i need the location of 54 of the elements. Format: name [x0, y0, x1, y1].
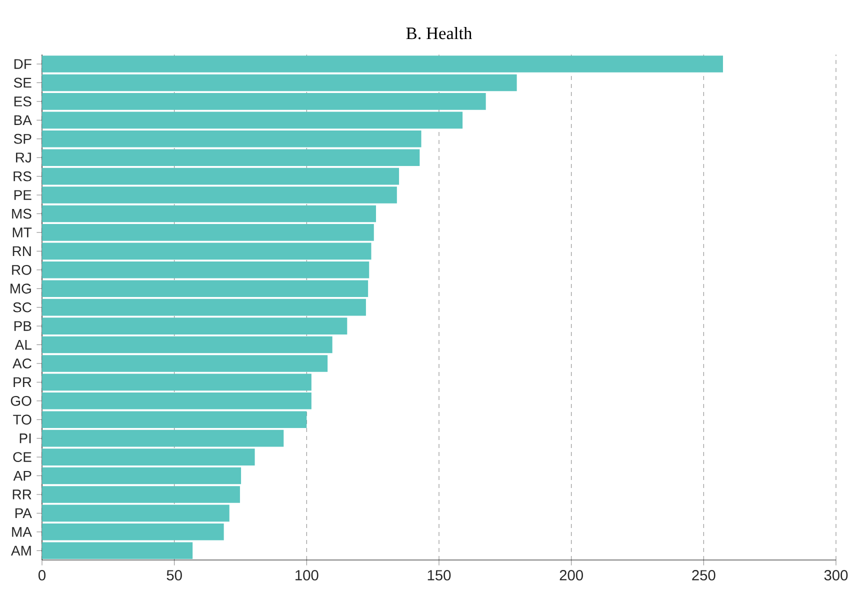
y-tick-label: PB — [14, 321, 32, 331]
y-tick-label: RJ — [16, 152, 31, 162]
y-tick-label: SC — [13, 302, 32, 312]
bar — [42, 205, 376, 222]
y-tick-label: MT — [12, 228, 32, 238]
y-tick-label: SP — [14, 134, 32, 144]
x-tick-label: 100 — [296, 570, 318, 580]
x-tick-label: 200 — [560, 570, 583, 580]
bar — [42, 318, 348, 334]
y-tick-label: ES — [14, 96, 32, 106]
y-tick-label: CE — [13, 452, 32, 462]
bar — [42, 242, 372, 260]
bar — [42, 448, 255, 466]
y-tick-label: MS — [12, 208, 32, 219]
bar — [42, 74, 517, 92]
y-tick-label: PR — [14, 377, 32, 387]
y-tick-label: TO — [13, 414, 32, 425]
y-tick-label: BA — [14, 115, 32, 125]
bar — [42, 93, 486, 110]
bar — [42, 504, 230, 522]
bar — [42, 355, 328, 372]
y-tick-label: MG — [10, 284, 31, 294]
y-tick-label: GO — [10, 396, 32, 406]
bar — [42, 467, 242, 484]
bar — [42, 186, 397, 204]
x-tick-label: 300 — [824, 570, 848, 580]
y-tick-label: RN — [12, 246, 31, 256]
y-tick-label: RO — [12, 264, 32, 275]
bar — [42, 430, 284, 447]
y-tick-label: DF — [14, 59, 32, 69]
x-tick-label: 250 — [692, 570, 716, 580]
bar — [42, 298, 366, 316]
y-tick-label: RS — [14, 171, 32, 182]
y-tick-label: PA — [15, 508, 32, 518]
y-tick-label: AM — [10, 546, 31, 556]
bar — [42, 168, 400, 185]
bar — [42, 374, 312, 391]
x-tick-label: 150 — [428, 570, 451, 580]
y-tick-label: SE — [14, 78, 32, 88]
x-tick-label: 0 — [38, 570, 46, 580]
y-tick-label: MA — [12, 527, 32, 537]
y-tick-label: AC — [12, 358, 32, 368]
y-tick-label: PI — [20, 434, 31, 444]
bar — [42, 486, 240, 503]
bar — [42, 112, 463, 129]
x-tick-label: 50 — [166, 570, 182, 580]
bar — [42, 336, 332, 354]
y-tick-label: RR — [12, 490, 32, 500]
chart-title: B. Health — [406, 27, 472, 40]
y-tick-label: PE — [14, 190, 32, 200]
bar — [42, 56, 723, 72]
y-tick-label: AL — [14, 340, 32, 350]
y-tick-label: AP — [13, 470, 32, 481]
bar — [42, 224, 374, 241]
